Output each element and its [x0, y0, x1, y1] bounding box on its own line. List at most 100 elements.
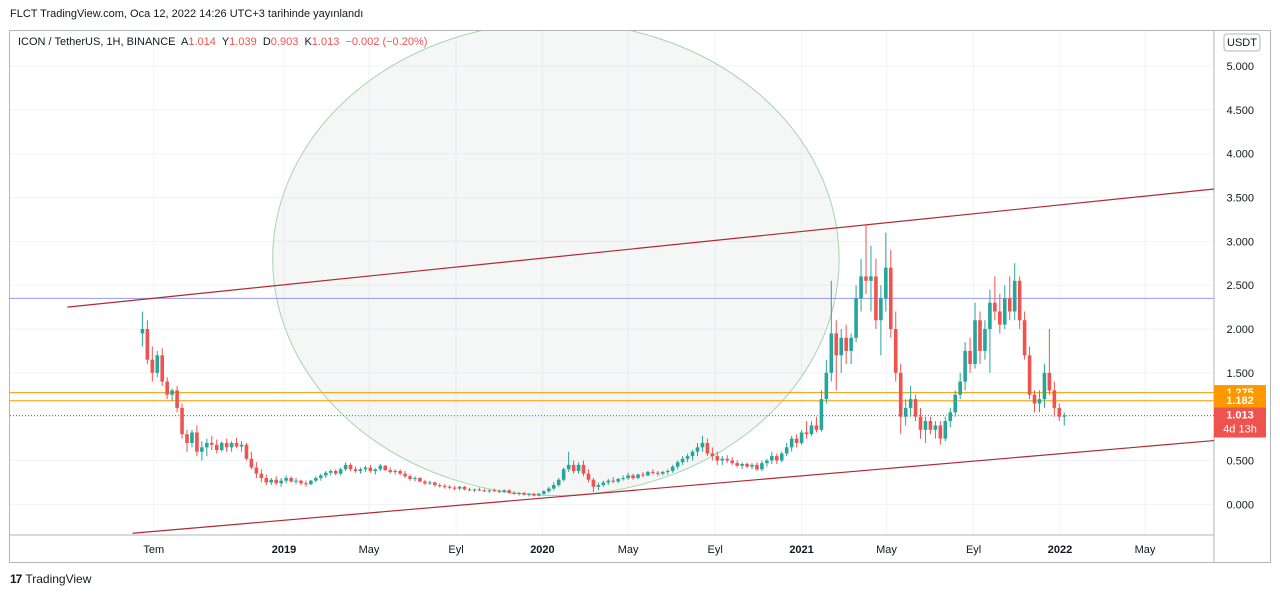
candle-body[interactable]: [983, 329, 987, 351]
candle-body[interactable]: [551, 485, 556, 489]
candle-body[interactable]: [695, 447, 700, 452]
candle-body[interactable]: [244, 444, 249, 459]
candle-body[interactable]: [1062, 415, 1067, 417]
candle-body[interactable]: [512, 492, 516, 494]
candle-body[interactable]: [646, 471, 650, 476]
candle-body[interactable]: [824, 372, 829, 400]
candle-body[interactable]: [988, 302, 992, 330]
candle-body[interactable]: [571, 464, 576, 472]
candle-body[interactable]: [393, 471, 397, 473]
candle-body[interactable]: [145, 329, 150, 360]
candle-body[interactable]: [755, 464, 759, 470]
candle-body[interactable]: [591, 479, 596, 487]
candle-body[interactable]: [259, 473, 264, 479]
candle-body[interactable]: [745, 464, 749, 467]
candle-body[interactable]: [884, 267, 888, 299]
candle-body[interactable]: [353, 469, 358, 472]
candle-body[interactable]: [160, 355, 165, 382]
candle-body[interactable]: [403, 473, 407, 477]
candle-body[interactable]: [993, 302, 997, 312]
candle-body[interactable]: [170, 390, 174, 395]
candle-body[interactable]: [616, 478, 620, 482]
candle-body[interactable]: [641, 474, 645, 476]
candle-body[interactable]: [1032, 394, 1037, 404]
candle-body[interactable]: [933, 425, 938, 430]
ellipse-drawing[interactable]: [272, 22, 840, 496]
candle-body[interactable]: [626, 475, 630, 479]
candle-body[interactable]: [477, 489, 482, 491]
candle-body[interactable]: [725, 458, 730, 461]
candle-body[interactable]: [1007, 298, 1012, 312]
price-tag[interactable]: [1214, 393, 1266, 409]
candle-body[interactable]: [869, 276, 873, 281]
candle-body[interactable]: [854, 298, 858, 338]
candle-body[interactable]: [670, 466, 675, 472]
tradingview-brand[interactable]: 17 TradingView: [10, 572, 91, 586]
candle-body[interactable]: [1057, 407, 1062, 417]
candle-body[interactable]: [998, 311, 1002, 325]
candle-body[interactable]: [700, 442, 705, 448]
candle-body[interactable]: [323, 472, 328, 476]
candle-body[interactable]: [874, 276, 878, 321]
candle-body[interactable]: [968, 350, 972, 365]
candle-body[interactable]: [794, 438, 799, 443]
candle-body[interactable]: [363, 467, 368, 470]
candle-body[interactable]: [651, 471, 655, 473]
candle-body[interactable]: [229, 442, 234, 448]
candle-body[interactable]: [447, 486, 452, 488]
candle-body[interactable]: [908, 399, 913, 408]
candle-body[interactable]: [923, 421, 928, 430]
candle-body[interactable]: [1012, 280, 1017, 312]
candle-body[interactable]: [532, 493, 536, 496]
candle-body[interactable]: [1042, 372, 1047, 400]
candle-body[interactable]: [537, 493, 541, 496]
candle-body[interactable]: [730, 460, 734, 464]
candle-body[interactable]: [522, 492, 526, 495]
candle-body[interactable]: [358, 469, 363, 472]
candle-body[interactable]: [690, 451, 695, 457]
candle-body[interactable]: [254, 467, 259, 474]
candle-body[interactable]: [452, 487, 457, 489]
candle-body[interactable]: [1037, 399, 1042, 404]
candle-body[interactable]: [784, 447, 789, 454]
candle-body[interactable]: [760, 463, 764, 470]
candle-body[interactable]: [328, 471, 333, 473]
candle-body[interactable]: [224, 442, 229, 448]
candle-body[interactable]: [953, 394, 958, 413]
candle-body[interactable]: [1017, 280, 1022, 321]
candle-body[interactable]: [948, 412, 953, 422]
candle-body[interactable]: [685, 456, 690, 459]
candle-body[interactable]: [209, 442, 214, 445]
candle-body[interactable]: [269, 479, 274, 483]
candle-body[interactable]: [938, 425, 943, 439]
candle-body[interactable]: [284, 478, 288, 481]
candle-body[interactable]: [289, 478, 293, 482]
candle-body[interactable]: [527, 493, 531, 495]
trendline[interactable]: [132, 439, 1216, 534]
candle-body[interactable]: [1052, 390, 1057, 408]
candle-body[interactable]: [155, 355, 160, 373]
candle-body[interactable]: [190, 432, 194, 443]
candle-body[interactable]: [150, 359, 155, 373]
candle-body[interactable]: [799, 432, 804, 443]
candle-body[interactable]: [195, 432, 199, 452]
candle-body[interactable]: [586, 473, 591, 480]
candle-body[interactable]: [765, 460, 769, 464]
candle-body[interactable]: [219, 442, 224, 450]
candle-body[interactable]: [239, 444, 244, 447]
candle-body[interactable]: [566, 464, 571, 470]
candle-body[interactable]: [561, 469, 566, 480]
currency-badge[interactable]: [1223, 33, 1261, 52]
price-tag[interactable]: [1214, 407, 1266, 438]
candle-body[interactable]: [304, 483, 308, 485]
candle-body[interactable]: [180, 407, 184, 435]
candle-body[interactable]: [705, 442, 710, 454]
candle-body[interactable]: [859, 276, 863, 299]
candle-body[interactable]: [368, 467, 373, 472]
candle-body[interactable]: [844, 337, 848, 351]
candle-body[interactable]: [779, 453, 784, 461]
candle-body[interactable]: [680, 458, 685, 463]
candle-body[interactable]: [388, 470, 393, 472]
candle-body[interactable]: [893, 329, 898, 373]
